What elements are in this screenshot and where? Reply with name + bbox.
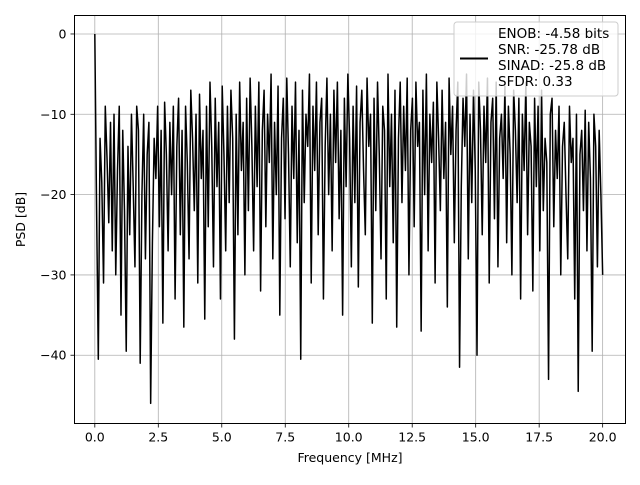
plot-frame — [74, 15, 626, 424]
legend-entry: SFDR: 0.33 — [498, 74, 573, 90]
psd-series-line — [94, 33, 604, 405]
x-tick-label: 10.0 — [335, 430, 363, 445]
x-axis-label: Frequency [MHz] — [297, 450, 402, 465]
x-tick-label: 12.5 — [398, 430, 426, 445]
legend-box — [453, 21, 619, 97]
legend-entry: SNR: -25.78 dB — [498, 42, 600, 58]
x-tick-label: 17.5 — [525, 430, 553, 445]
series-layer — [94, 33, 604, 405]
x-tick-label: 7.5 — [275, 430, 295, 445]
y-tick-label: −10 — [40, 107, 66, 122]
y-tick-label: 0 — [59, 26, 67, 41]
y-tick-label: −40 — [40, 348, 66, 363]
y-axis-label: PSD [dB] — [13, 192, 28, 247]
x-tick-label: 2.5 — [148, 430, 168, 445]
x-tick-label: 15.0 — [462, 430, 490, 445]
x-tick-label: 5.0 — [212, 430, 232, 445]
legend-entry: SINAD: -25.8 dB — [498, 58, 606, 74]
y-tick-label: −30 — [40, 267, 66, 282]
x-tick-label: 0.0 — [85, 430, 105, 445]
ticks: 0.0 2.5 5.0 7.5 10.0 12.5 15.0 17.5 20.0 0 −10 −20 −… — [40, 26, 616, 444]
y-tick-label: −20 — [40, 187, 66, 202]
x-tick-label: 20.0 — [589, 430, 617, 445]
legend-entry: ENOB: -4.58 bits — [498, 26, 609, 42]
